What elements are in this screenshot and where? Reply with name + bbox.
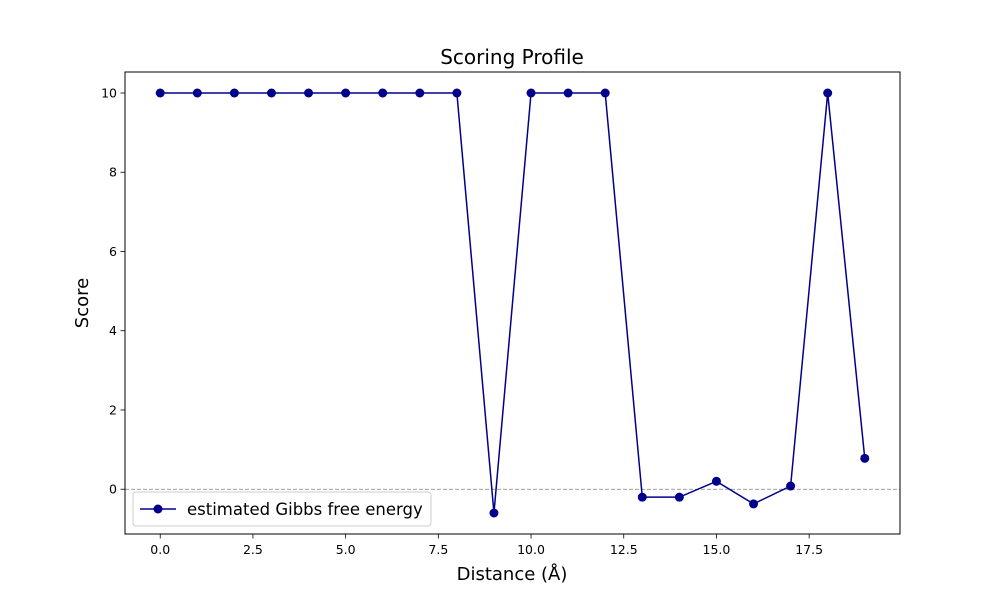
data-point xyxy=(452,88,462,98)
data-point xyxy=(711,476,721,486)
data-point xyxy=(786,481,796,491)
x-tick-label: 12.5 xyxy=(610,542,638,557)
chart-title: Scoring Profile xyxy=(440,45,584,69)
y-tick-label: 0 xyxy=(109,482,117,497)
series-line-0 xyxy=(160,92,866,514)
data-point xyxy=(192,88,202,98)
data-point xyxy=(749,499,759,509)
y-axis-label: Score xyxy=(72,278,93,328)
data-point xyxy=(155,88,165,98)
data-point xyxy=(860,453,870,463)
plot-area-frame xyxy=(124,71,901,535)
x-tick-label: 15.0 xyxy=(703,542,731,557)
x-tick-label: 2.5 xyxy=(243,542,263,557)
data-point xyxy=(415,88,425,98)
data-point xyxy=(341,88,351,98)
legend-label: estimated Gibbs free energy xyxy=(187,500,423,519)
x-tick-label: 0.0 xyxy=(150,542,170,557)
legend-frame xyxy=(132,491,432,527)
x-tick-label: 7.5 xyxy=(428,542,448,557)
y-tick-label: 4 xyxy=(109,323,117,338)
data-point xyxy=(526,88,536,98)
data-point xyxy=(674,492,684,502)
data-point xyxy=(304,88,314,98)
x-tick-label: 17.5 xyxy=(795,542,823,557)
y-tick-label: 10 xyxy=(101,86,117,101)
legend: estimated Gibbs free energy xyxy=(132,491,432,527)
y-tick-label: 6 xyxy=(109,244,117,259)
data-point xyxy=(229,88,239,98)
x-tick-label: 10.0 xyxy=(517,542,545,557)
data-point xyxy=(266,88,276,98)
x-axis-label: Distance (Å) xyxy=(457,563,568,585)
y-tick-label: 2 xyxy=(109,402,117,417)
data-point xyxy=(637,492,647,502)
data-point xyxy=(378,88,388,98)
y-tick-label: 8 xyxy=(109,165,117,180)
data-point xyxy=(600,88,610,98)
legend-marker-swatch xyxy=(153,504,163,514)
data-point xyxy=(823,88,833,98)
data-point xyxy=(563,88,573,98)
x-tick-label: 5.0 xyxy=(336,542,356,557)
data-point xyxy=(489,508,499,518)
